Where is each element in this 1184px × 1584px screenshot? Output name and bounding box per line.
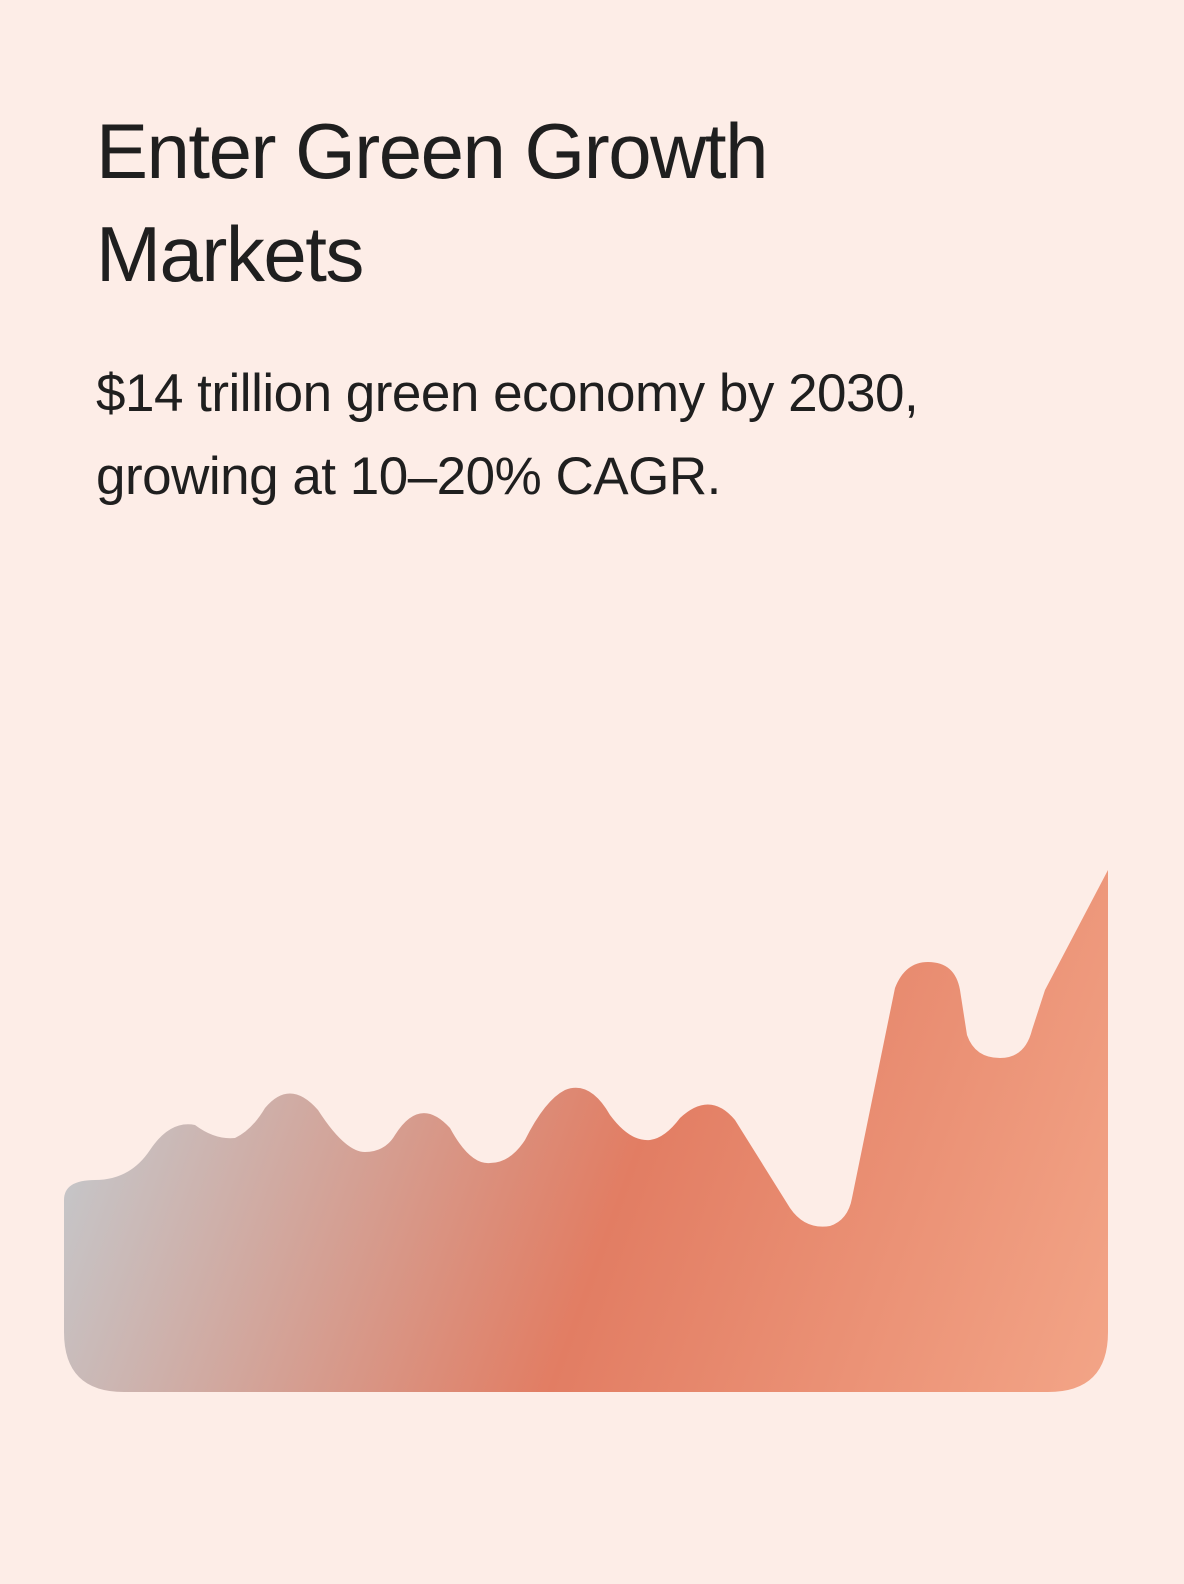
area-shape	[64, 870, 1108, 1392]
title: Enter Green Growth Markets	[96, 107, 768, 298]
subtitle: $14 trillion green economy by 2030, grow…	[96, 364, 919, 506]
